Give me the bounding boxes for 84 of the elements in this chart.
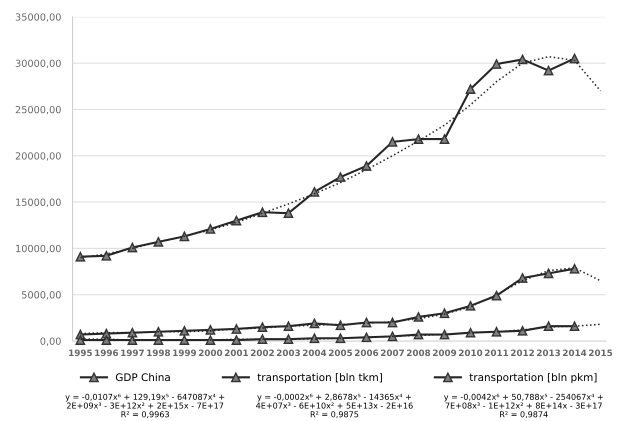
point <box>362 332 372 342</box>
point <box>466 84 476 94</box>
point <box>492 326 502 337</box>
point <box>518 54 528 64</box>
legend-label: transportation [bln pkm] <box>470 373 596 384</box>
x-tick-label: 2015 <box>589 350 612 356</box>
x-tick-label: 2014 <box>563 350 586 356</box>
point <box>232 324 242 334</box>
point <box>76 335 86 345</box>
point <box>362 318 372 328</box>
point <box>570 54 580 64</box>
point <box>440 134 450 144</box>
point <box>258 322 268 332</box>
legend-label: GDP China <box>116 373 170 382</box>
x-tick-label: 2011 <box>485 350 508 356</box>
x-tick-label: 2006 <box>354 350 378 356</box>
point <box>466 328 476 338</box>
point <box>180 335 190 345</box>
point <box>518 326 528 336</box>
x-tick-label: 2008 <box>407 350 430 356</box>
point <box>570 321 580 332</box>
x-tick-label: 2001 <box>224 350 248 356</box>
point <box>258 334 268 344</box>
y-tick-label: 0,00 <box>40 337 61 346</box>
y-tick-label: 25000,00 <box>16 106 61 114</box>
y-tick-label: 35000,00 <box>16 13 61 22</box>
point <box>544 268 554 278</box>
x-tick-label: 2003 <box>276 350 300 356</box>
x-tick-label: 1997 <box>121 350 144 356</box>
x-tick-label: 2012 <box>511 350 534 356</box>
point <box>492 290 502 300</box>
y-tick-label: 20000,00 <box>16 152 61 161</box>
x-tick-label: 2009 <box>433 350 456 356</box>
text: y = -0,0042x⁶ + 50,788x⁵ - 254067x⁴ + 7E+08x³ - 1E+12x² + 8E+14x - 3E+17 R² = 0,9874 <box>444 394 603 418</box>
point <box>154 237 164 247</box>
point <box>310 187 320 197</box>
x-tick-label: 1996 <box>95 350 118 356</box>
point <box>154 326 164 337</box>
point <box>206 335 216 345</box>
point <box>440 330 450 340</box>
point <box>310 333 320 344</box>
legend-label: transportation [bln tkm] <box>258 373 382 384</box>
point <box>284 334 294 344</box>
point <box>492 59 502 69</box>
text: y = -0,0002x⁶ + 2,8678x⁵ - 14365x⁴ + 4E+07x³ - 6E+10x² + 5E+13x - 2E+16 R² = 0,9875 <box>256 394 413 418</box>
point <box>388 332 398 342</box>
point <box>102 335 112 345</box>
point <box>388 318 398 328</box>
point <box>180 231 190 242</box>
x-tick-label: 1995 <box>69 350 92 356</box>
point <box>258 207 268 218</box>
point <box>336 172 346 182</box>
x-tick-label: 2002 <box>250 350 274 356</box>
x-tick-label: 2000 <box>198 350 222 356</box>
point <box>518 273 528 283</box>
x-tick-label: 1998 <box>147 350 170 356</box>
point <box>206 325 216 335</box>
point <box>232 335 242 345</box>
point <box>128 335 138 345</box>
y-tick-label: 10000,00 <box>16 244 61 254</box>
point <box>336 333 346 344</box>
point <box>440 308 450 318</box>
y-tick-label: 15000,00 <box>16 198 61 207</box>
point <box>284 208 294 218</box>
point <box>284 321 294 332</box>
point <box>570 264 580 274</box>
point <box>128 242 138 252</box>
point <box>388 137 398 147</box>
point <box>362 161 372 171</box>
x-tick-label: 2010 <box>459 350 482 356</box>
point <box>76 252 86 262</box>
x-tick-label: 2007 <box>381 350 404 356</box>
point <box>102 250 112 261</box>
point <box>544 66 554 76</box>
y-tick-label: 30000,00 <box>16 60 61 68</box>
x-tick-label: 2005 <box>328 350 352 356</box>
x-tick-label: 1999 <box>173 350 196 356</box>
point <box>232 216 242 226</box>
text: y = -0,0107x⁶ + 129,19x⁵ - 647087x⁴ + 2E+09x³ - 3E+12x² + 2E+15x - 7E+17 R² = 0,9963 <box>65 394 224 418</box>
y-tick-label: 5000,00 <box>22 291 61 300</box>
x-tick-label: 2004 <box>302 350 326 356</box>
point <box>154 335 164 345</box>
x-tick-label: 2013 <box>537 350 560 356</box>
point <box>336 320 346 330</box>
